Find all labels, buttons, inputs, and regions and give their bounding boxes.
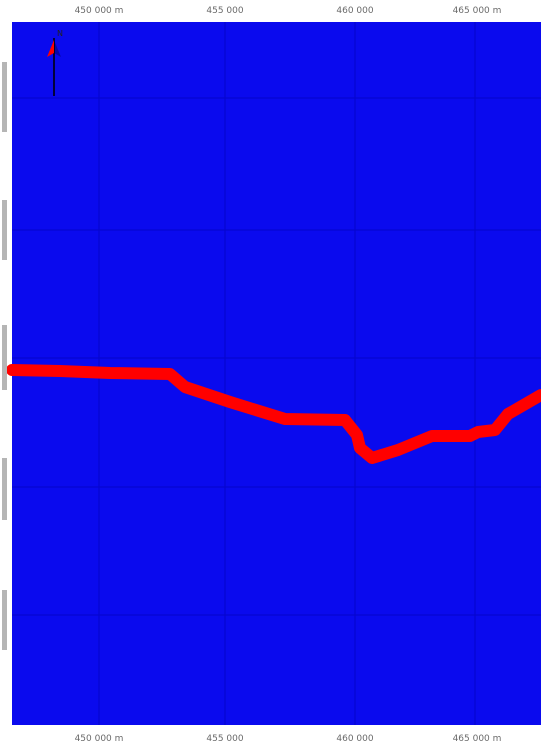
bottom-tick-label-465000: 465 000 m (453, 734, 502, 744)
map-grid (12, 22, 541, 725)
top-tick-label-455000: 455 000 (206, 6, 243, 16)
top-tick-label-460000: 460 000 (336, 6, 373, 16)
north-arrow-icon: N (47, 29, 63, 96)
bottom-tick-label-450000: 450 000 m (75, 734, 124, 744)
left-axis (2, 62, 7, 650)
top-tick-label-450000: 450 000 m (75, 6, 124, 16)
bottom-axis: 450 000 m 455 000 460 000 465 000 m (75, 734, 502, 744)
left-tick-mark (2, 200, 7, 260)
north-label: N (57, 29, 63, 38)
left-tick-mark (2, 458, 7, 520)
left-tick-mark (2, 62, 7, 132)
top-tick-label-465000: 465 000 m (453, 6, 502, 16)
left-tick-mark (2, 325, 7, 390)
top-axis: 450 000 m 455 000 460 000 465 000 m (75, 6, 502, 16)
bottom-tick-label-460000: 460 000 (336, 734, 373, 744)
bottom-tick-label-455000: 455 000 (206, 734, 243, 744)
left-tick-mark (2, 590, 7, 650)
boundary-line[interactable] (6, 364, 541, 464)
